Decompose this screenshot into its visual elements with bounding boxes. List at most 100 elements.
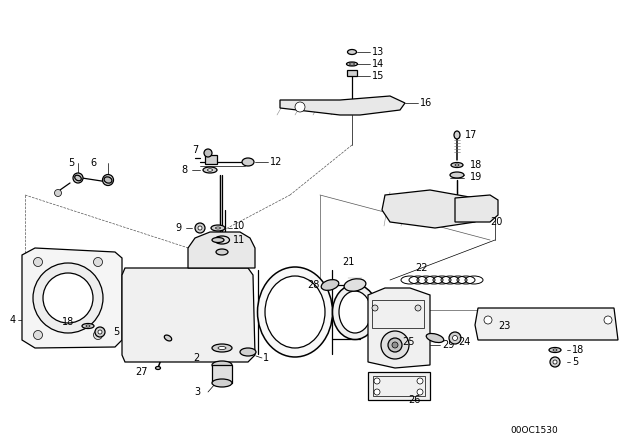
Circle shape xyxy=(374,378,380,384)
Circle shape xyxy=(43,273,93,323)
Ellipse shape xyxy=(216,249,228,255)
Ellipse shape xyxy=(218,346,226,349)
Ellipse shape xyxy=(348,49,356,55)
Polygon shape xyxy=(368,288,430,368)
Ellipse shape xyxy=(346,62,358,66)
Text: 23: 23 xyxy=(498,321,510,331)
Ellipse shape xyxy=(207,169,212,171)
Circle shape xyxy=(553,360,557,364)
Polygon shape xyxy=(122,268,255,362)
Ellipse shape xyxy=(339,291,371,333)
Text: 2: 2 xyxy=(194,353,200,363)
Text: 15: 15 xyxy=(372,71,385,81)
Polygon shape xyxy=(280,96,405,115)
Circle shape xyxy=(392,342,398,348)
Text: 4: 4 xyxy=(10,315,16,325)
Circle shape xyxy=(204,149,212,157)
Text: 29: 29 xyxy=(442,340,454,350)
Circle shape xyxy=(449,332,461,344)
Circle shape xyxy=(33,263,103,333)
Ellipse shape xyxy=(553,349,557,351)
Polygon shape xyxy=(382,190,480,228)
Text: 25: 25 xyxy=(403,337,415,347)
Ellipse shape xyxy=(450,172,464,178)
Circle shape xyxy=(604,316,612,324)
Ellipse shape xyxy=(203,167,217,173)
Bar xyxy=(372,300,424,328)
Text: 8: 8 xyxy=(182,165,188,175)
Circle shape xyxy=(388,338,402,352)
Text: 5: 5 xyxy=(68,158,74,168)
Circle shape xyxy=(417,378,423,384)
Ellipse shape xyxy=(156,366,161,370)
Ellipse shape xyxy=(321,280,339,290)
Ellipse shape xyxy=(214,236,230,244)
Circle shape xyxy=(415,305,421,311)
Ellipse shape xyxy=(240,348,256,356)
Text: 6: 6 xyxy=(90,158,96,168)
Bar xyxy=(373,376,425,396)
Text: 18: 18 xyxy=(61,317,74,327)
Text: 26: 26 xyxy=(408,395,420,405)
Text: 3: 3 xyxy=(194,387,200,397)
Ellipse shape xyxy=(212,379,232,387)
Circle shape xyxy=(372,305,378,311)
Circle shape xyxy=(550,357,560,367)
Text: 5: 5 xyxy=(113,327,119,337)
Text: 1: 1 xyxy=(263,353,269,363)
Text: 7: 7 xyxy=(192,145,198,155)
Text: 18: 18 xyxy=(470,160,483,170)
Circle shape xyxy=(295,102,305,112)
Ellipse shape xyxy=(257,267,333,357)
Text: 24: 24 xyxy=(458,337,470,347)
Ellipse shape xyxy=(75,175,81,181)
Text: 10: 10 xyxy=(233,221,245,231)
Text: 11: 11 xyxy=(233,235,245,245)
Bar xyxy=(212,365,232,383)
Polygon shape xyxy=(188,232,255,268)
Circle shape xyxy=(73,173,83,183)
Text: 16: 16 xyxy=(420,98,432,108)
Ellipse shape xyxy=(216,227,221,229)
Circle shape xyxy=(54,190,61,197)
Text: 28: 28 xyxy=(308,280,320,290)
Ellipse shape xyxy=(451,163,463,168)
Bar xyxy=(347,70,357,76)
Circle shape xyxy=(93,258,102,267)
Text: 5: 5 xyxy=(572,357,579,367)
Text: 12: 12 xyxy=(270,157,282,167)
Circle shape xyxy=(484,316,492,324)
Polygon shape xyxy=(22,248,122,348)
Circle shape xyxy=(33,331,42,340)
Circle shape xyxy=(102,175,113,185)
Polygon shape xyxy=(475,308,618,340)
Ellipse shape xyxy=(104,177,112,183)
Ellipse shape xyxy=(212,237,224,242)
Ellipse shape xyxy=(333,284,378,340)
Circle shape xyxy=(417,389,423,395)
Ellipse shape xyxy=(211,225,225,231)
Ellipse shape xyxy=(426,333,444,343)
Text: 14: 14 xyxy=(372,59,384,69)
Text: 22: 22 xyxy=(415,263,428,273)
Ellipse shape xyxy=(344,279,366,291)
Text: 9: 9 xyxy=(176,223,182,233)
Bar xyxy=(205,155,217,164)
Circle shape xyxy=(198,226,202,230)
Circle shape xyxy=(452,336,458,340)
Circle shape xyxy=(195,223,205,233)
Circle shape xyxy=(93,331,102,340)
Circle shape xyxy=(95,327,105,337)
Circle shape xyxy=(98,330,102,334)
Circle shape xyxy=(33,258,42,267)
Text: 13: 13 xyxy=(372,47,384,57)
Text: 21: 21 xyxy=(342,257,354,267)
Text: 00OC1530: 00OC1530 xyxy=(510,426,557,435)
Circle shape xyxy=(381,331,409,359)
Ellipse shape xyxy=(212,344,232,352)
Ellipse shape xyxy=(82,323,94,328)
Ellipse shape xyxy=(549,348,561,353)
Text: 17: 17 xyxy=(465,130,477,140)
Ellipse shape xyxy=(86,325,90,327)
Text: 18: 18 xyxy=(572,345,584,355)
